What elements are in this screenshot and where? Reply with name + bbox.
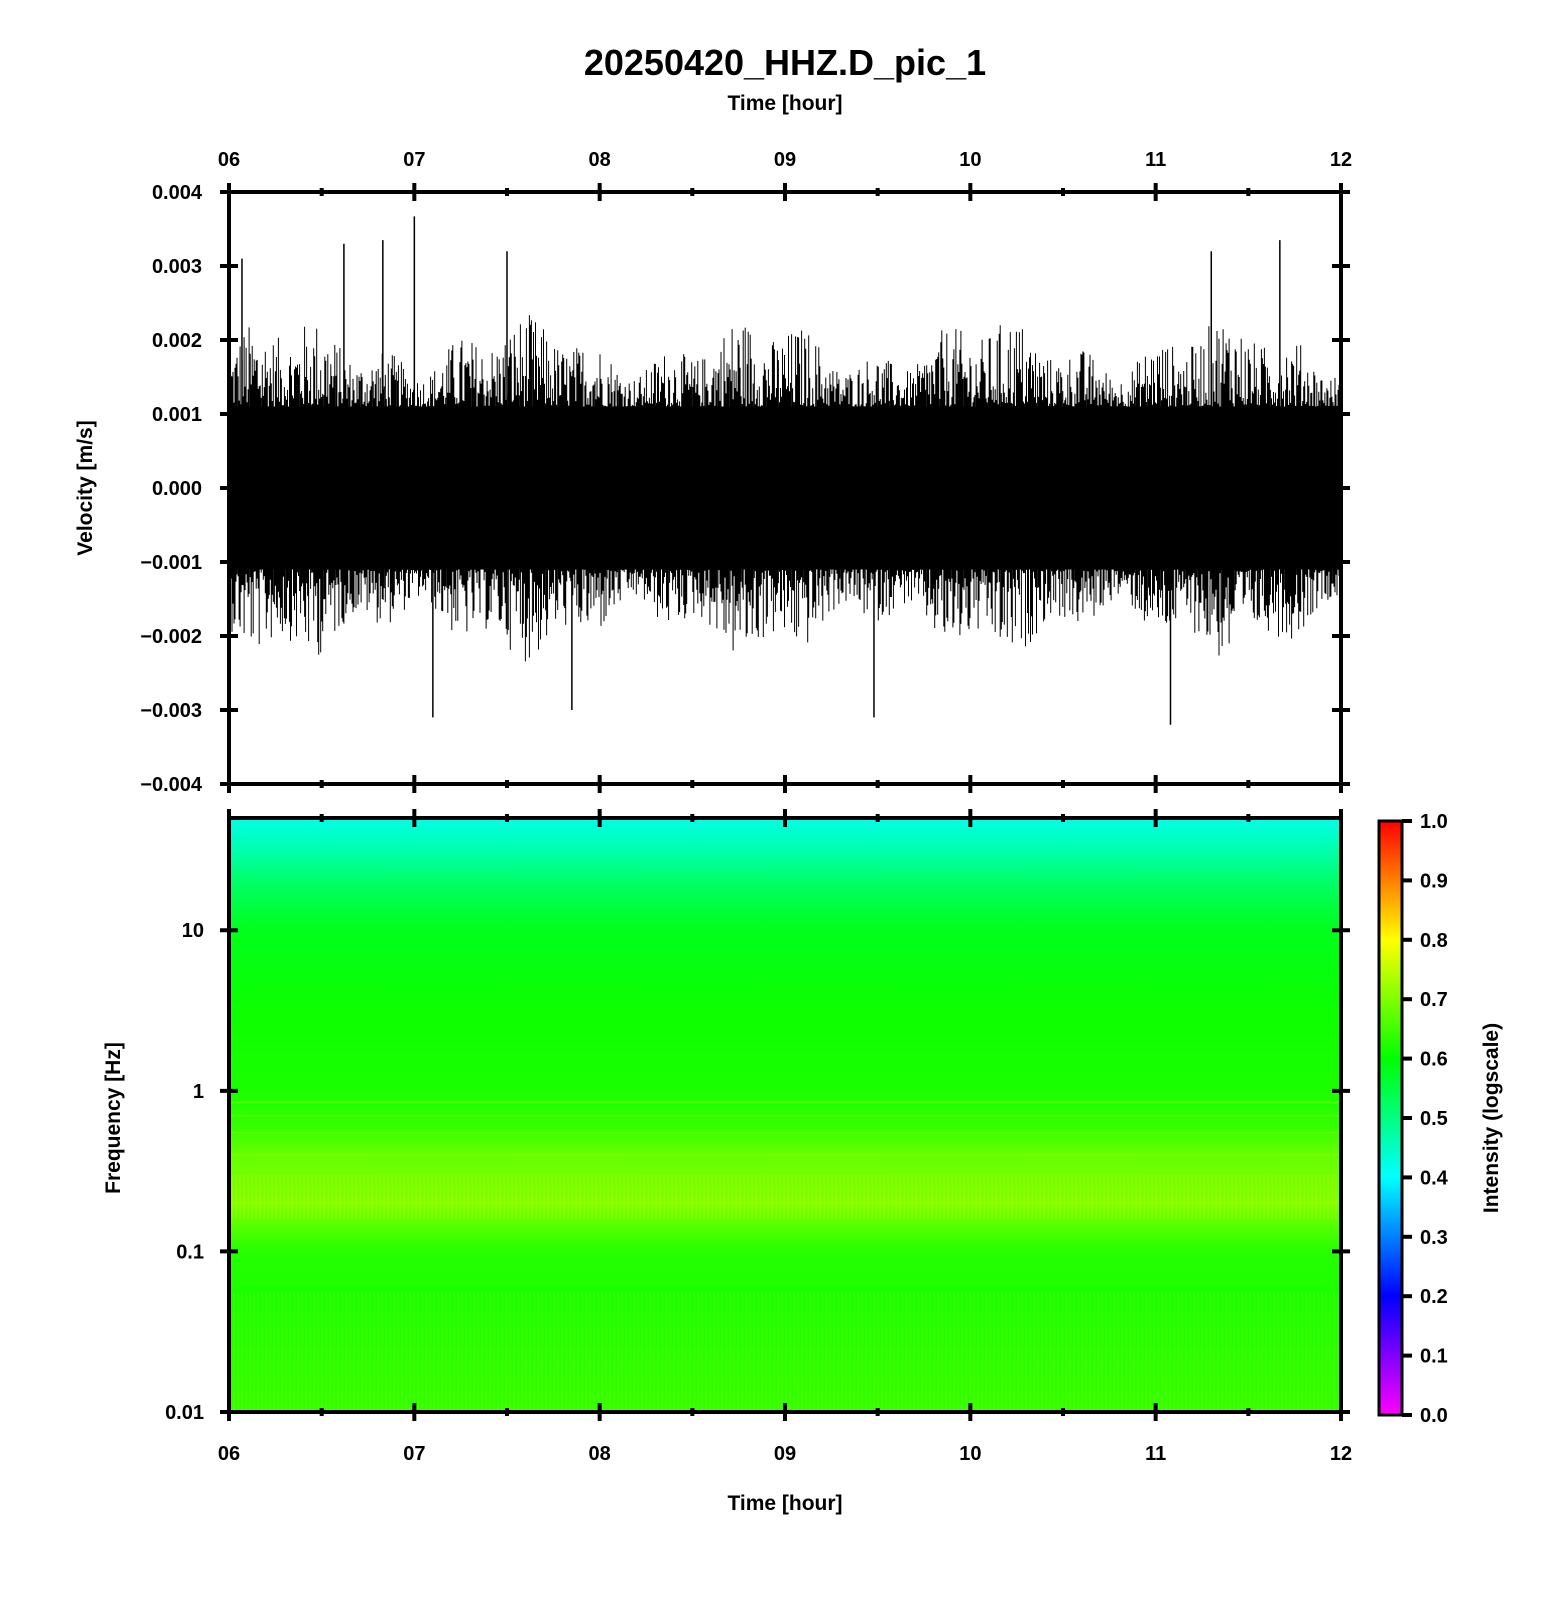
colorbar-tick-label: 0.8 <box>1420 930 1448 952</box>
spectrogram-x-tick-label: 09 <box>774 1443 796 1465</box>
spectrogram-y-tick-labels: 10 1 0.1 0.01 <box>165 920 204 1424</box>
waveform-top-x-tick-label: 06 <box>218 149 240 171</box>
spectrogram-x-tick-label: 06 <box>218 1443 240 1465</box>
waveform-y-tick-label: 0.002 <box>152 330 202 352</box>
waveform-top-x-axis-label: Time [hour] <box>727 92 842 115</box>
spectrogram-x-tick-label: 12 <box>1330 1443 1352 1465</box>
waveform-top-x-tick-label: 12 <box>1330 149 1352 171</box>
colorbar-tick-label: 0.4 <box>1420 1167 1449 1189</box>
waveform-panel: Time [hour] 06 07 08 09 10 11 12 0.0040.0030.0… <box>74 92 1352 796</box>
colorbar-tick-label: 0.5 <box>1420 1108 1448 1130</box>
colorbar-tick-label: 0.3 <box>1420 1227 1448 1249</box>
spectrogram-texture <box>229 1101 1341 1412</box>
spectrogram-plot-frame <box>227 816 1343 1414</box>
colorbar-tick-label: 1.0 <box>1420 811 1448 833</box>
waveform-y-tick-labels: 0.004 0.003 0.002 0.001 0.000 −0.001 −0.002 −0.… <box>140 182 203 796</box>
spectrogram-y-tick-label: 10 <box>182 920 204 942</box>
colorbar-gradient <box>1377 819 1404 1417</box>
spectrogram-x-tick-labels: 06 07 08 09 10 11 12 <box>218 1443 1352 1465</box>
waveform-top-x-tick-label: 07 <box>403 149 425 171</box>
waveform-plot-frame <box>227 190 1343 786</box>
waveform-top-x-tick-label: 10 <box>959 149 981 171</box>
waveform-y-tick-label: −0.004 <box>140 774 203 796</box>
colorbar-tick-label: 0.7 <box>1420 989 1448 1011</box>
spectrogram-y-tick-label: 1 <box>193 1081 204 1103</box>
spectrogram-x-tick-label: 07 <box>403 1443 425 1465</box>
spectrogram-y-tick-label: 0.1 <box>176 1241 204 1263</box>
colorbar-tick-label: 0.0 <box>1420 1405 1448 1427</box>
spectrogram-heatmap <box>229 818 1341 1412</box>
waveform-top-x-tick-label: 09 <box>774 149 796 171</box>
chart-title: 20250420_HHZ.D_pic_1 <box>584 42 986 83</box>
waveform-top-x-tick-label: 11 <box>1145 149 1166 171</box>
spectrogram-x-axis-label: Time [hour] <box>727 1492 842 1515</box>
waveform-top-x-tick-label: 08 <box>589 149 611 171</box>
colorbar: 1.0 0.9 0.8 0.7 0.6 0.5 0.4 0.3 0.2 0.1 0.0 Intens… <box>1377 811 1503 1427</box>
spectrogram-panel: 10 1 0.1 0.01 06 07 08 09 10 11 12 Time [hour] Fr… <box>102 809 1352 1515</box>
waveform-trace <box>229 216 1341 725</box>
waveform-y-tick-label: 0.001 <box>152 404 202 426</box>
waveform-y-tick-label: −0.002 <box>140 626 202 648</box>
colorbar-label: Intensity (logscale) <box>1480 1023 1503 1213</box>
spectrogram-y-axis-label: Frequency [Hz] <box>102 1042 125 1194</box>
waveform-top-x-tick-labels: 06 07 08 09 10 11 12 <box>218 149 1352 171</box>
colorbar-ticks: 1.0 0.9 0.8 0.7 0.6 0.5 0.4 0.3 0.2 0.1 0.0 <box>1402 811 1449 1427</box>
colorbar-tick-label: 0.2 <box>1420 1286 1448 1308</box>
colorbar-tick-label: 0.9 <box>1420 870 1448 892</box>
colorbar-tick-label: 0.1 <box>1420 1346 1448 1368</box>
spectrogram-x-tick-label: 10 <box>959 1443 981 1465</box>
waveform-y-tick-label: −0.003 <box>140 700 202 722</box>
waveform-y-tick-label: 0.003 <box>152 256 202 278</box>
spectrogram-y-tick-label: 0.01 <box>165 1402 204 1424</box>
waveform-y-tick-label: −0.001 <box>140 552 202 574</box>
waveform-y-axis-label: Velocity [m/s] <box>74 420 97 555</box>
spectrogram-x-tick-label: 11 <box>1145 1443 1166 1465</box>
waveform-spikes <box>230 315 1340 662</box>
colorbar-tick-label: 0.6 <box>1420 1049 1448 1071</box>
spectrogram-band-stripes <box>231 1174 1341 1219</box>
waveform-y-tick-label: 0.004 <box>152 182 203 204</box>
waveform-y-tick-label: 0.000 <box>152 478 202 500</box>
spectrogram-x-tick-label: 08 <box>589 1443 611 1465</box>
